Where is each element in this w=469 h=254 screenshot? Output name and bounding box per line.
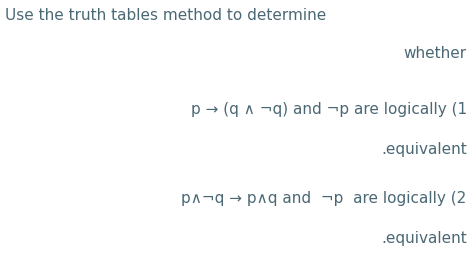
Text: Use the truth tables method to determine: Use the truth tables method to determine [5, 8, 326, 23]
Text: p → (q ∧ ¬q) and ¬p are logically (1: p → (q ∧ ¬q) and ¬p are logically (1 [190, 102, 467, 117]
Text: .equivalent: .equivalent [381, 142, 467, 157]
Text: .equivalent: .equivalent [381, 231, 467, 246]
Text: whether: whether [403, 46, 467, 61]
Text: p∧¬q → p∧q and  ¬p  are logically (2: p∧¬q → p∧q and ¬p are logically (2 [182, 190, 467, 205]
